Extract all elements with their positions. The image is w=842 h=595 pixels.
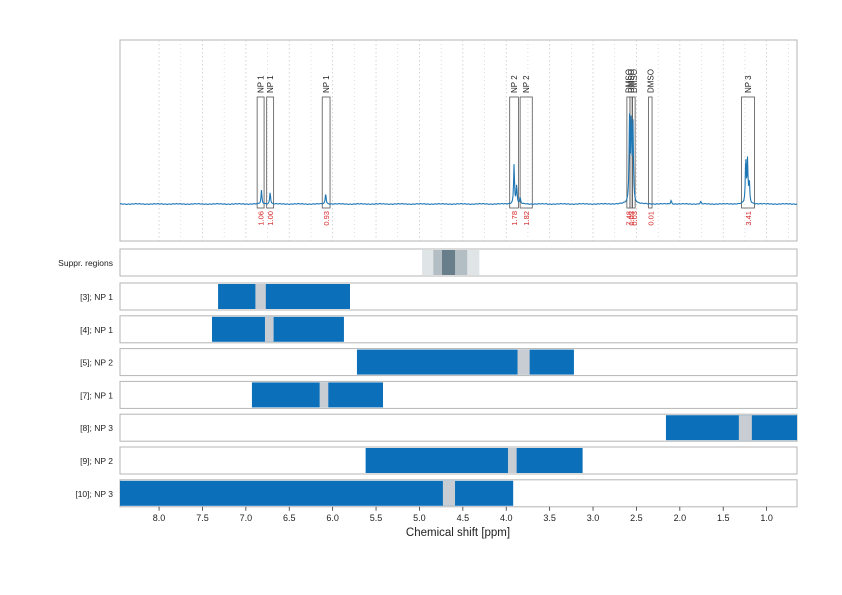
peak-region-box [519,96,533,209]
row-gap [255,284,266,309]
row-bar [212,316,344,342]
row-gap [442,480,456,506]
x-tick-label: 7.5 [196,513,209,523]
integral-value: 7.48 [624,211,633,226]
integral-value: 1.82 [522,211,531,226]
integral-value: 1.06 [257,211,266,226]
suppression-label: Suppr. regions [58,258,113,268]
row-label: [10]; NP 3 [75,489,113,499]
peak-label: NP 2 [510,75,519,93]
suppression-frame [119,248,798,277]
row-gap [264,316,274,342]
row-bar [356,349,574,375]
row-label: [3]; NP 1 [80,292,113,302]
x-tick-label: 3.5 [543,513,556,523]
integral-value: 1.78 [510,211,519,226]
peak-region-box [648,96,653,209]
suppression-band [442,250,456,275]
row-frame [119,380,798,409]
x-tick-label: 6.0 [326,513,339,523]
x-axis-title: Chemical shift [ppm] [406,527,510,539]
peak-label: NP 1 [266,75,275,93]
peak-region-box [509,96,519,209]
integral-value: 3.41 [744,211,753,226]
peak-label: DMSO [630,69,639,93]
row-bar [665,415,797,441]
row-gap [507,448,517,473]
spectrum-panel: NP 1 1.06 NP 1 1.00 NP 1 0.93 NP 2 1.78 NP 2 1.82… [119,39,798,242]
multiplet-rows: [3]; NP 1 [4]; NP 1 [5]; NP 2 [7]; NP 1 [8];… [75,282,798,508]
peak-label: NP 3 [744,75,753,93]
peak-region-box [321,96,331,209]
row-label: [8]; NP 3 [80,423,113,433]
row-bar [218,284,351,309]
x-tick-label: 4.5 [457,513,470,523]
row-gap [319,382,329,408]
row-label: [7]; NP 1 [80,390,113,400]
x-tick-label: 2.0 [674,513,687,523]
x-tick-label: 8.0 [153,513,166,523]
x-tick-label: 6.5 [283,513,296,523]
x-tick-label: 4.0 [500,513,513,523]
x-tick-label: 2.5 [630,513,643,523]
integral-value: 1.00 [266,211,275,226]
x-tick-label: 5.0 [413,513,426,523]
peak-region-box [256,96,265,209]
integral-value: 0.03 [627,211,636,226]
spectrum-line [119,113,798,205]
peak-label: NP 1 [322,75,331,93]
peak-region-box [266,96,275,209]
suppression-panel: Suppr. regions [58,248,798,277]
x-axis: 8.0 7.5 7.0 6.5 6.0 5.5 5.0 4.5 4.0 3.5 3.0 2.5 2.0 1… [153,506,773,523]
row-bar [365,448,583,473]
x-tick-label: 5.5 [370,513,383,523]
peak-label: DMSO [627,69,636,93]
row-gap [738,415,752,441]
x-tick-label: 1.5 [717,513,730,523]
spectrum-frame [119,39,798,242]
x-tick-label: 1.0 [760,513,773,523]
peak-label: NP 1 [257,75,266,93]
integral-value: 0.03 [630,211,639,226]
row-label: [4]; NP 1 [80,325,113,335]
row-label: [9]; NP 2 [80,456,113,466]
peak-label: DMSO [624,69,633,93]
integral-value: 0.01 [646,211,655,226]
row-bar [251,382,383,408]
x-tick-label: 7.0 [240,513,253,523]
row-gap [517,349,530,375]
peak-region-box [741,96,755,209]
peak-label: DMSO [646,69,655,93]
integral-value: 0.93 [322,211,331,226]
peak-label: NP 2 [522,75,531,93]
x-tick-label: 3.0 [587,513,600,523]
row-label: [5]; NP 2 [80,358,113,368]
